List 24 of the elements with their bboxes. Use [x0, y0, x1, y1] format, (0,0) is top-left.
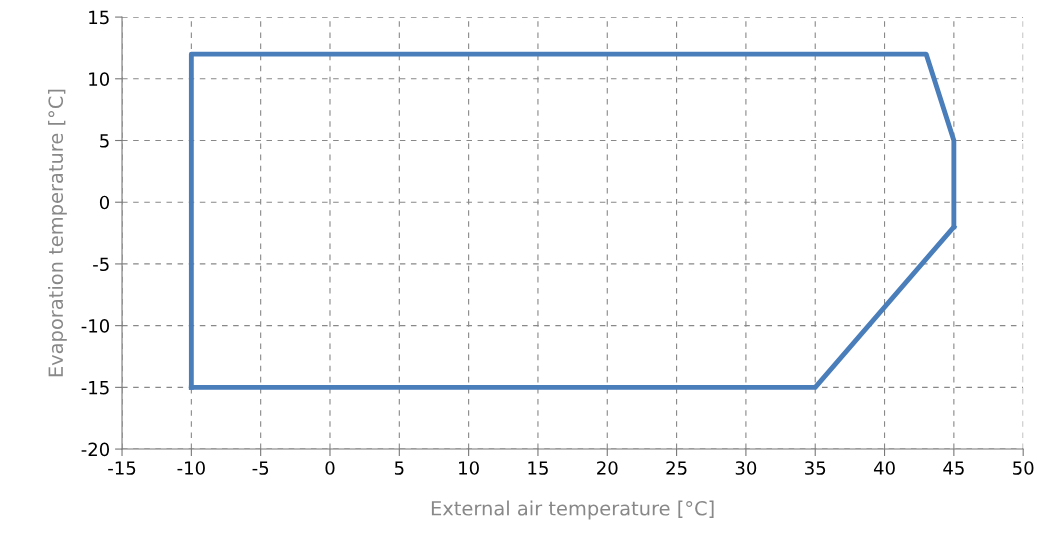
- x-tick-label: 0: [325, 461, 335, 475]
- x-tick-label: 20: [597, 461, 618, 475]
- x-axis-title: External air temperature [°C]: [431, 500, 714, 520]
- y-tick-label: -5: [93, 257, 109, 272]
- x-tick-label: 35: [805, 461, 826, 475]
- x-tick-label: -15: [108, 461, 136, 475]
- y-axis-title: Evaporation temperature [°C]: [48, 89, 67, 377]
- x-tick-label: 40: [873, 461, 895, 475]
- x-tick-label: -5: [252, 461, 269, 475]
- y-tick-label: -20: [81, 442, 110, 457]
- x-tick-label: 25: [666, 461, 687, 475]
- x-tick-label: 50: [1013, 461, 1034, 475]
- y-tick-label: 5: [100, 134, 109, 148]
- x-tick-label: 10: [459, 461, 479, 475]
- x-tick-label: 15: [528, 461, 548, 475]
- x-tick-label: -10: [177, 461, 205, 475]
- y-tick-label: 10: [89, 72, 110, 86]
- x-tick-label: 30: [735, 461, 757, 475]
- x-tick-label: 45: [943, 461, 964, 475]
- x-tick-label: 5: [394, 461, 404, 475]
- y-tick-label: 0: [99, 195, 110, 210]
- y-tick-label: -10: [81, 319, 110, 333]
- y-tick-label: -15: [81, 381, 109, 395]
- y-tick-label: 15: [89, 10, 109, 25]
